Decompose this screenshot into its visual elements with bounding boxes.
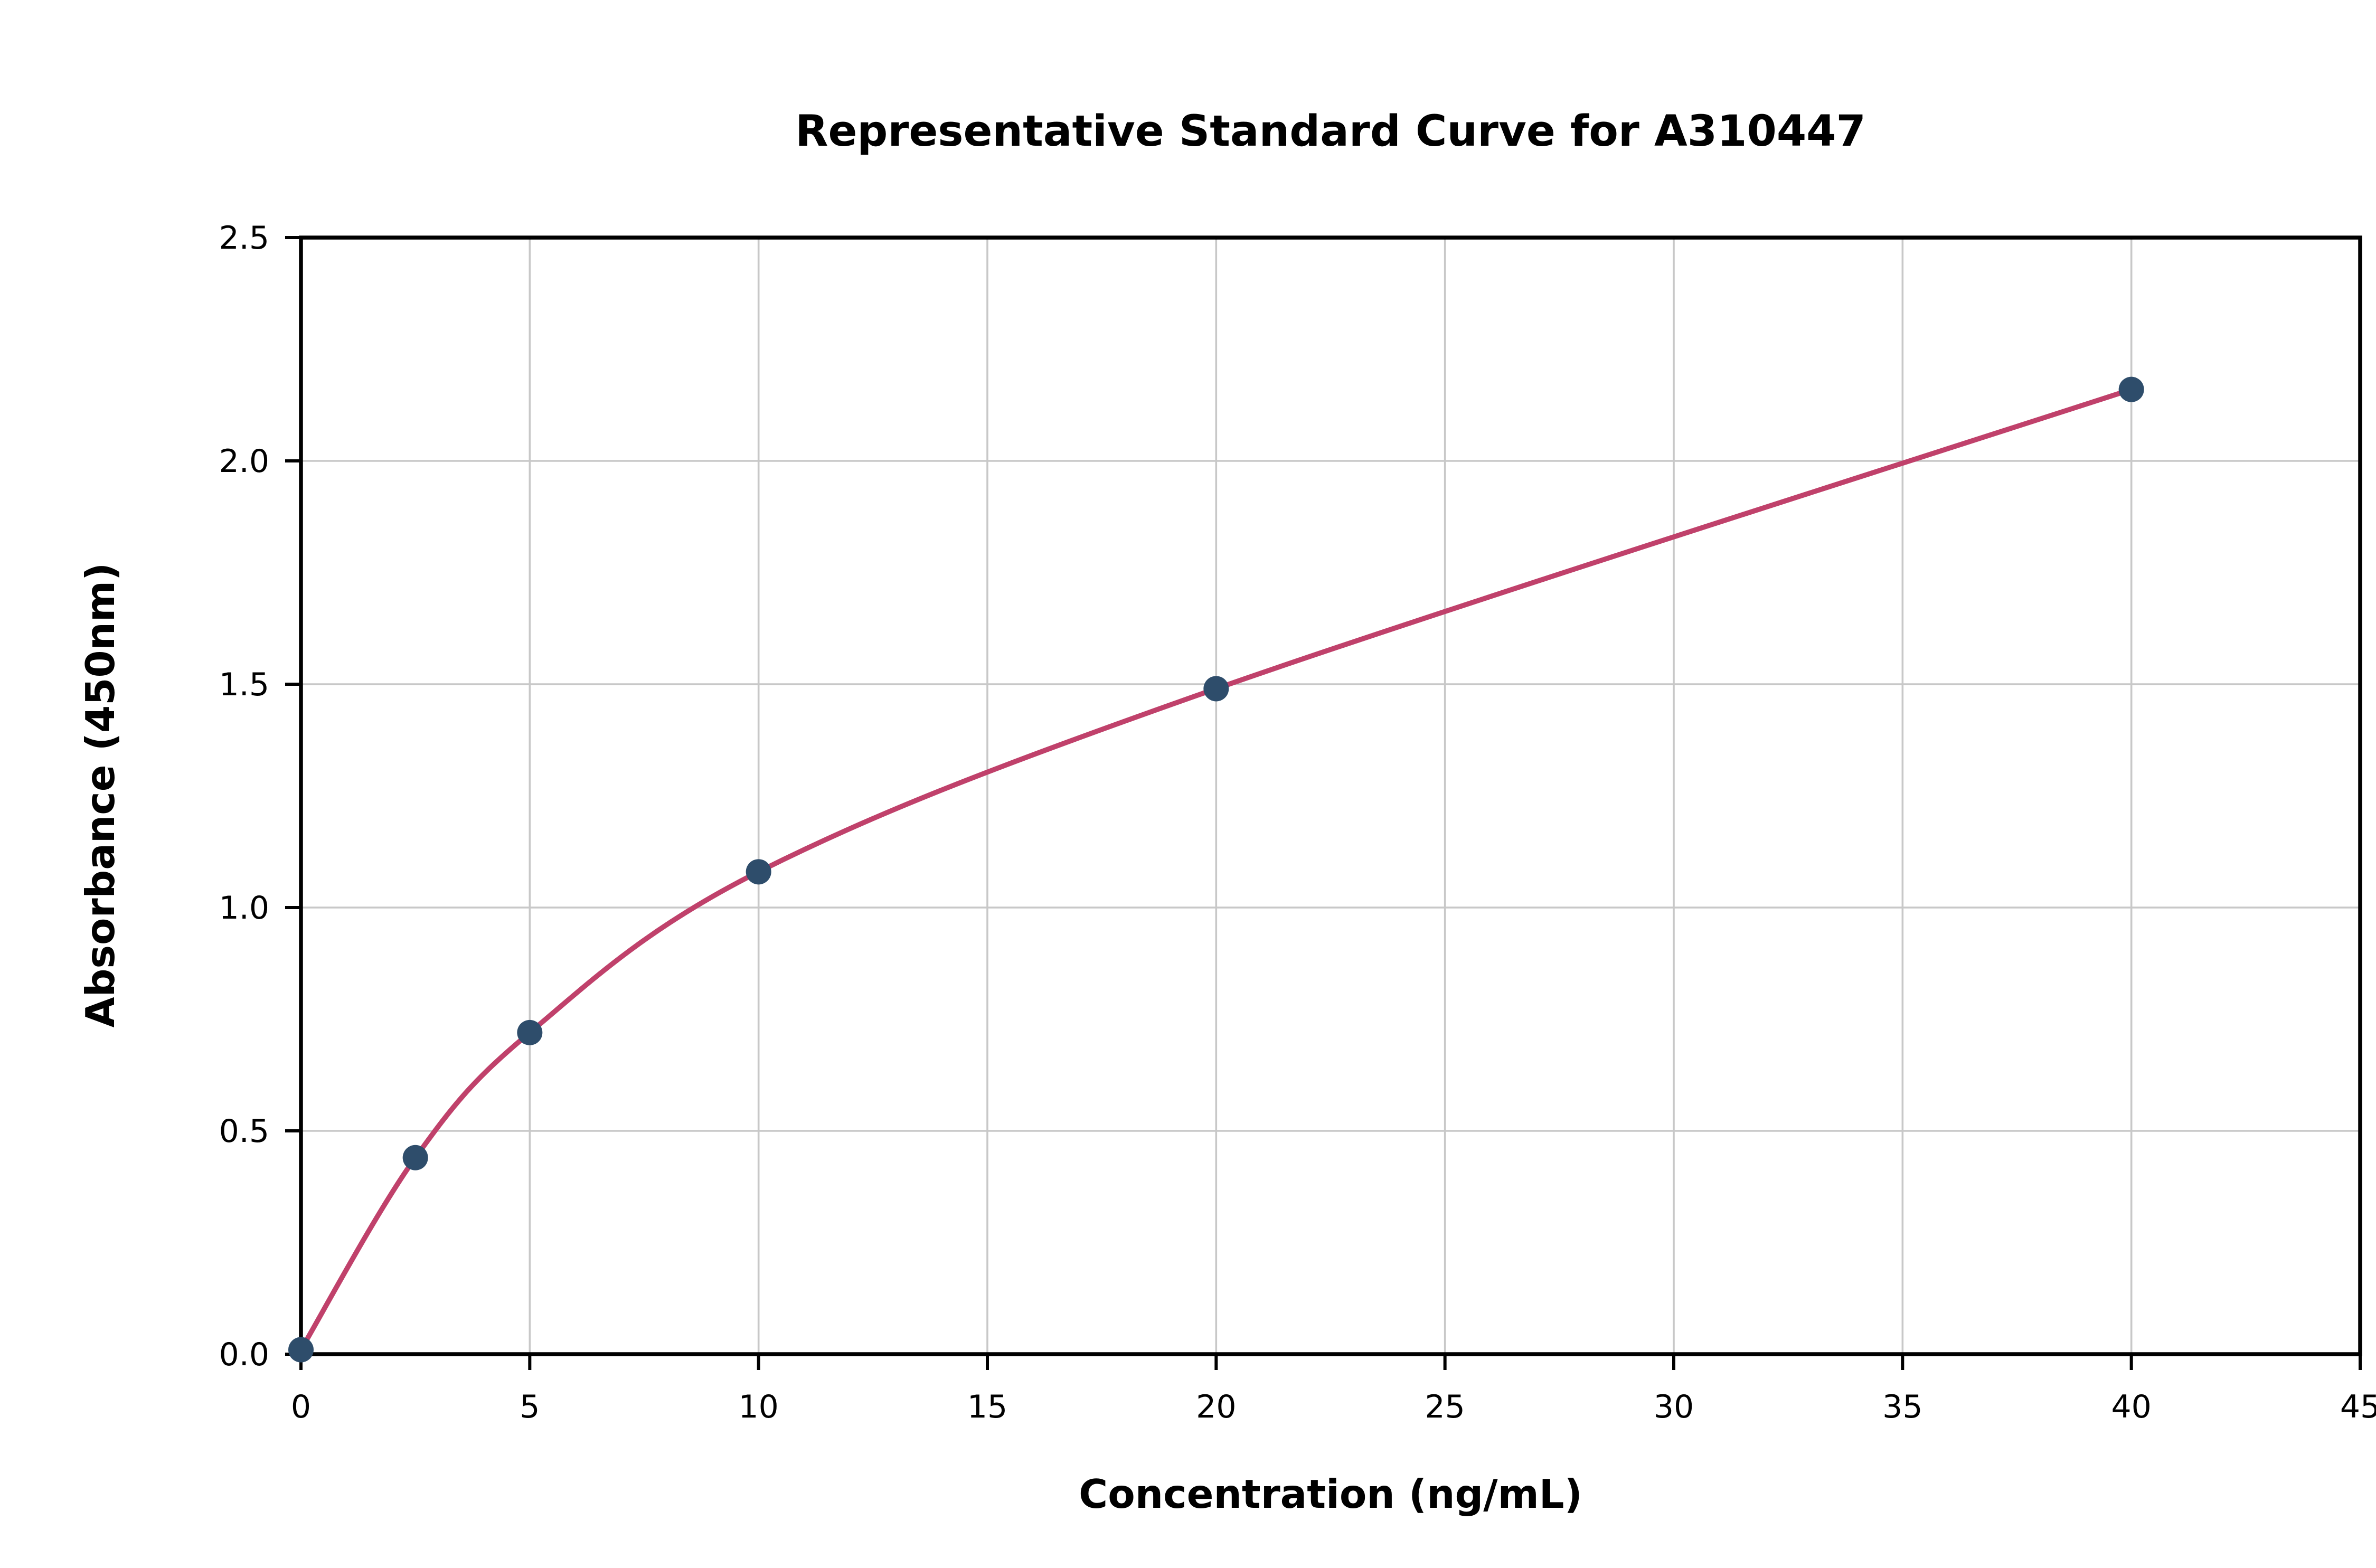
plot-area: 0 5 10 15 20 25 30 35 40 45 0.0 0.5 1.0 1.5 2.0 2.5	[219, 220, 2376, 1425]
data-point	[746, 859, 771, 885]
y-tick-label: 2.5	[219, 220, 269, 257]
x-tick-label: 15	[967, 1388, 1007, 1425]
x-tick-label: 25	[1425, 1388, 1465, 1425]
x-tick-label: 35	[1882, 1388, 1922, 1425]
data-point	[1203, 676, 1229, 702]
x-tick-label: 40	[2111, 1388, 2151, 1425]
y-axis-label: Absorbance (450nm)	[77, 563, 124, 1028]
x-axis-label: Concentration (ng/mL)	[1079, 1471, 1582, 1517]
x-tick-label: 20	[1196, 1388, 1236, 1425]
data-point	[288, 1337, 314, 1363]
chart-title: Representative Standard Curve for A31044…	[795, 107, 1866, 156]
y-tick-label: 1.0	[219, 890, 269, 927]
y-tick-label: 1.5	[219, 666, 269, 703]
y-tick-label: 2.0	[219, 443, 269, 480]
data-point	[2118, 376, 2144, 402]
data-point	[402, 1145, 428, 1170]
x-tick-label: 0	[291, 1388, 311, 1425]
data-point	[517, 1019, 543, 1045]
x-tick-label: 45	[2340, 1388, 2376, 1425]
x-tick-label: 30	[1654, 1388, 1694, 1425]
x-tick-label: 10	[738, 1388, 778, 1425]
plot-border	[299, 235, 2362, 1356]
y-tick-label: 0.5	[219, 1113, 269, 1150]
x-tick-label: 5	[520, 1388, 540, 1425]
y-tick-label: 0.0	[219, 1336, 269, 1373]
